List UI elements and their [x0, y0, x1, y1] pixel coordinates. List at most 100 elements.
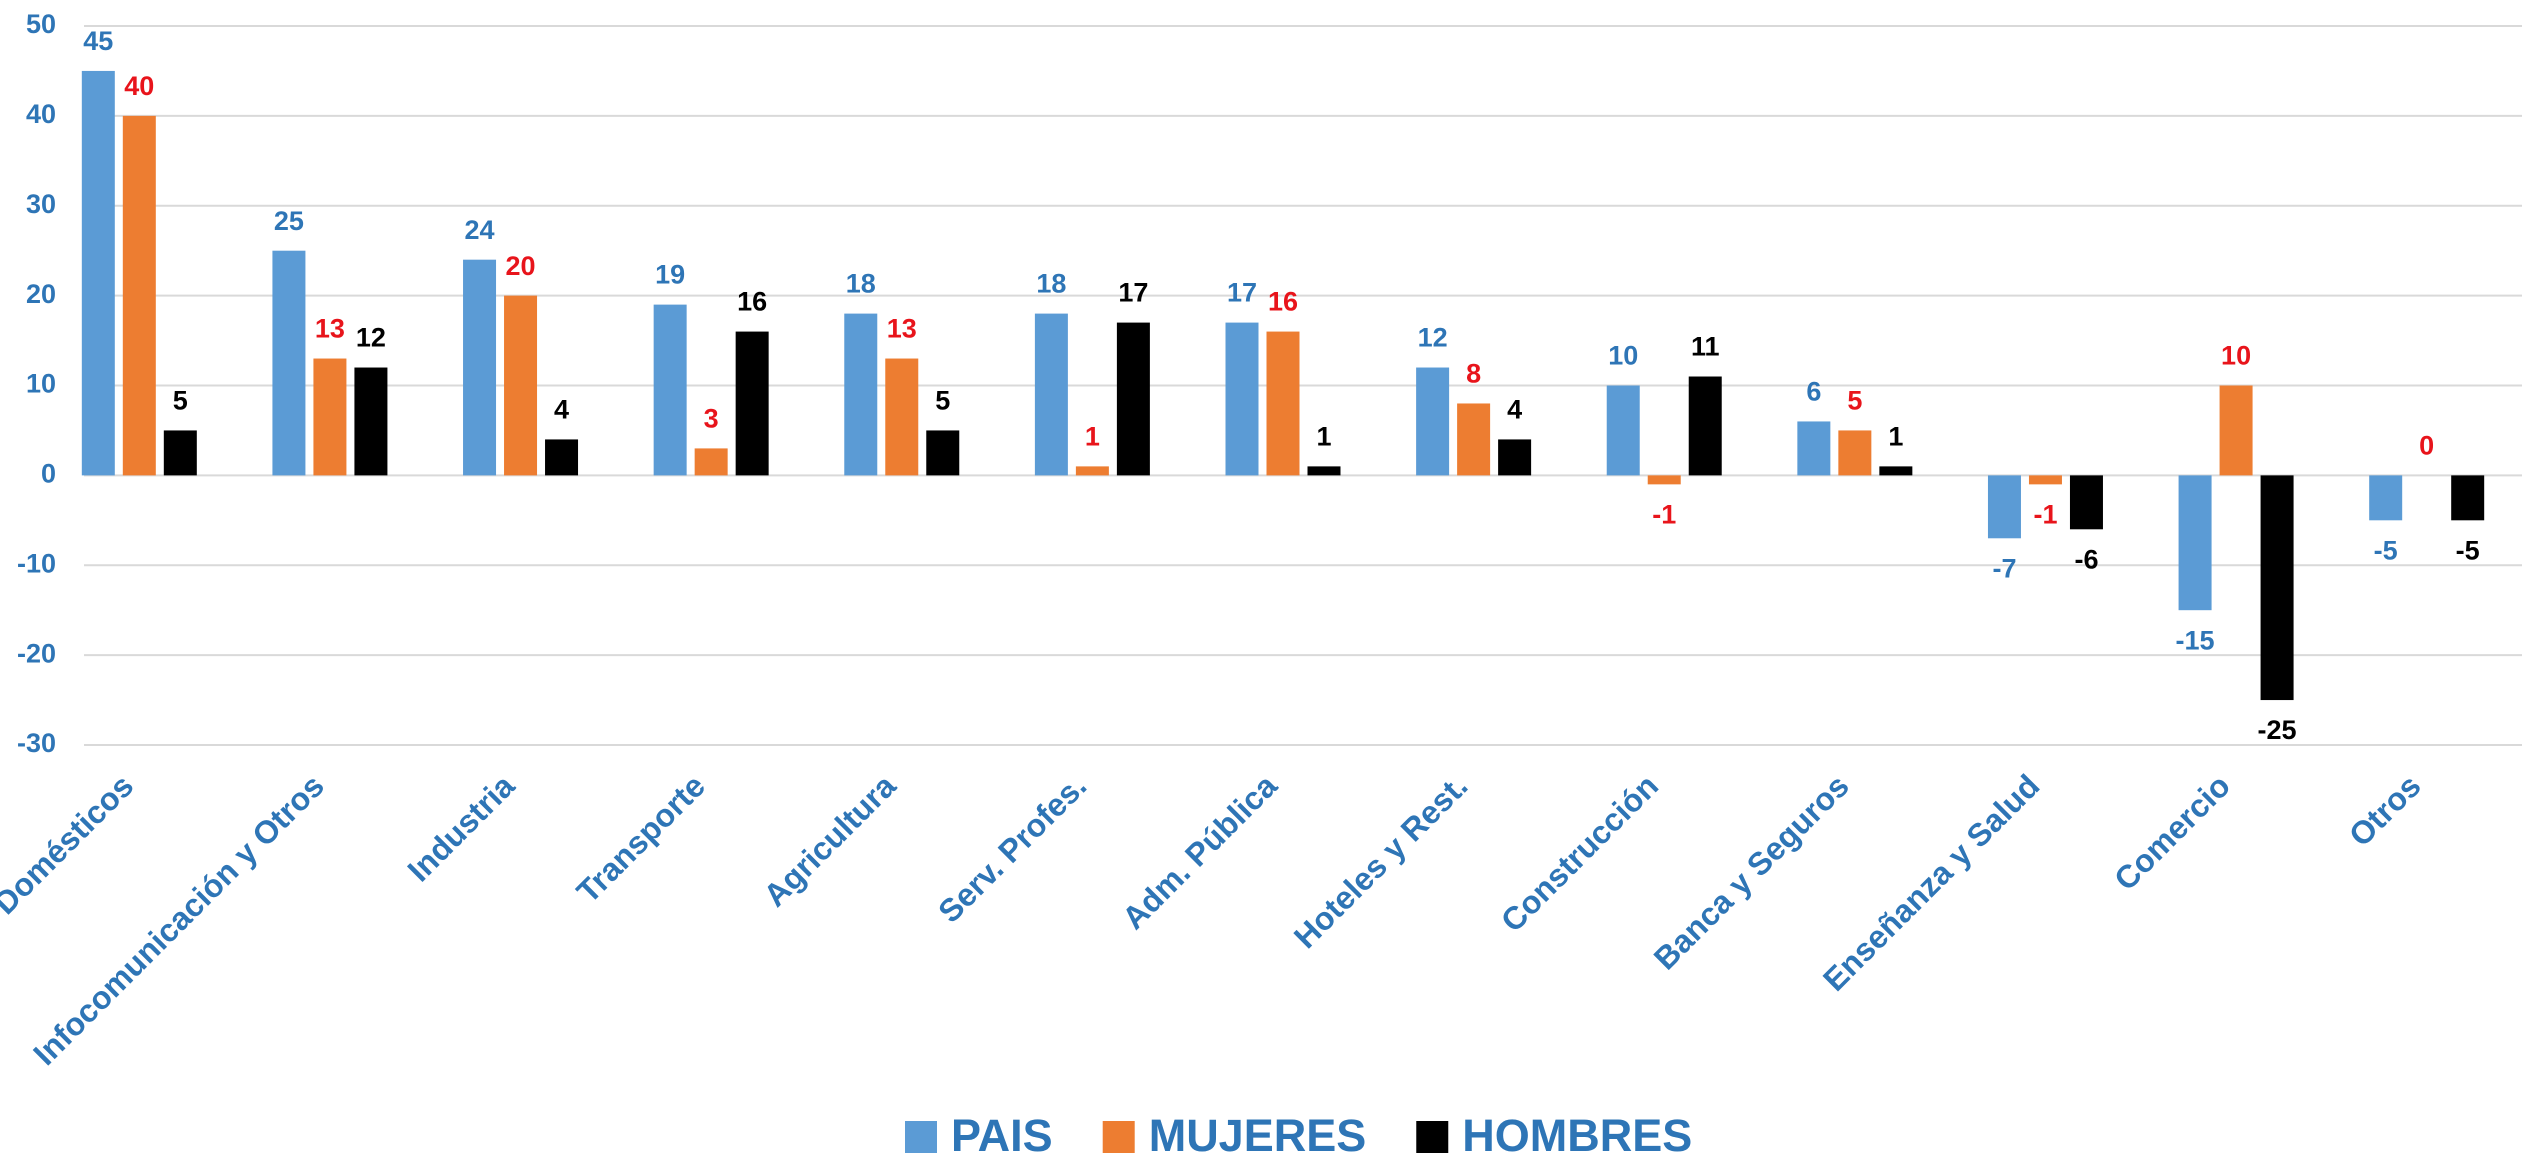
data-label: 1 [1085, 422, 1100, 452]
data-label: 11 [1691, 332, 1720, 362]
y-tick-label: 50 [26, 9, 56, 39]
bar [2069, 475, 2103, 530]
bar [463, 259, 497, 476]
bar [2369, 475, 2403, 521]
data-label: -6 [2074, 544, 2098, 574]
x-tick-label: Comercio [2107, 767, 2237, 897]
bar [1606, 385, 1640, 476]
data-label: -7 [1992, 553, 2016, 583]
x-tick-label: Transporte [570, 767, 712, 909]
bar [354, 367, 388, 476]
data-label: 0 [2419, 431, 2434, 461]
bar [313, 358, 347, 476]
x-tick-label: Domésticos [0, 767, 140, 921]
y-tick-label: 40 [26, 99, 56, 129]
y-tick-label: -30 [17, 728, 56, 758]
data-label: 16 [1268, 287, 1298, 317]
data-label: 25 [274, 206, 304, 236]
data-label: 5 [935, 386, 950, 416]
bar [694, 448, 728, 476]
data-label: 8 [1466, 359, 1481, 389]
y-tick-label: 0 [41, 459, 56, 489]
y-tick-label: -10 [17, 548, 56, 578]
data-label: 18 [1036, 269, 1066, 299]
legend-swatch [1102, 1121, 1135, 1153]
bar [926, 430, 960, 476]
bar [2178, 475, 2212, 611]
bar [1647, 475, 1681, 485]
bar [1307, 466, 1341, 476]
bar [885, 358, 919, 476]
bar [1034, 313, 1068, 476]
bar [1116, 322, 1150, 476]
bar [1416, 367, 1450, 476]
bar [163, 430, 197, 476]
bar [504, 295, 538, 476]
bar [545, 439, 579, 476]
bar [1075, 466, 1109, 476]
bar [1498, 439, 1532, 476]
data-label: -1 [2033, 499, 2057, 529]
bar [122, 115, 156, 476]
data-label: 13 [887, 314, 917, 344]
data-label: 1 [1316, 422, 1331, 452]
bar [2219, 385, 2253, 476]
data-label: 17 [1118, 278, 1148, 308]
data-label: 5 [173, 386, 188, 416]
data-label: 4 [1507, 395, 1522, 425]
data-label: 20 [506, 251, 536, 281]
bar [1457, 403, 1491, 476]
y-tick-label: 30 [26, 189, 56, 219]
data-label: 1 [1888, 422, 1903, 452]
data-label: 12 [1418, 323, 1448, 353]
data-label: 5 [1847, 386, 1862, 416]
x-tick-label: Agricultura [757, 767, 903, 913]
x-tick-label: Hoteles y Rest. [1287, 767, 1475, 955]
y-tick-label: 20 [26, 279, 56, 309]
bar [1987, 475, 2021, 539]
legend-label: PAIS [951, 1110, 1053, 1161]
data-label: 12 [356, 323, 386, 353]
bar [844, 313, 878, 476]
bar [735, 331, 769, 476]
x-tick-label: Construcción [1494, 767, 1665, 938]
bar [1797, 421, 1831, 476]
data-label: 24 [465, 215, 495, 245]
legend-label: HOMBRES [1462, 1110, 1692, 1161]
legend-swatch [905, 1121, 937, 1153]
data-label: -5 [2456, 535, 2480, 565]
x-tick-label: Banca y Seguros [1647, 767, 1856, 976]
data-label: 17 [1227, 278, 1257, 308]
data-label: 6 [1806, 377, 1821, 407]
bar [2028, 475, 2062, 485]
bar [653, 304, 687, 476]
data-label: -15 [2176, 625, 2215, 655]
data-label: -1 [1652, 499, 1676, 529]
bar [1838, 430, 1872, 476]
x-tick-label: Serv. Profes. [931, 767, 1093, 929]
y-tick-label: -20 [17, 638, 56, 668]
data-label: 4 [554, 395, 569, 425]
data-label: 40 [124, 71, 154, 101]
legend-label: MUJERES [1149, 1110, 1367, 1161]
x-tick-label: Industria [400, 767, 521, 888]
x-tick-label: Otros [2342, 767, 2428, 853]
legend-swatch [1416, 1121, 1449, 1153]
data-label: 3 [704, 404, 719, 434]
bar [272, 250, 306, 476]
data-label: -25 [2258, 715, 2297, 745]
data-label: 16 [737, 287, 767, 317]
data-label: 19 [655, 260, 685, 290]
x-tick-label: Adm. Pública [1115, 767, 1284, 936]
x-tick-label: Enseñanza y Salud [1816, 767, 2046, 997]
data-label: 10 [2221, 341, 2251, 371]
bar [2260, 475, 2294, 701]
data-label: 10 [1608, 341, 1638, 371]
bar [1266, 331, 1300, 476]
data-label: 13 [315, 314, 345, 344]
data-label: -5 [2374, 535, 2398, 565]
bar [81, 70, 115, 476]
bar [1879, 466, 1913, 476]
data-label: 18 [846, 269, 876, 299]
